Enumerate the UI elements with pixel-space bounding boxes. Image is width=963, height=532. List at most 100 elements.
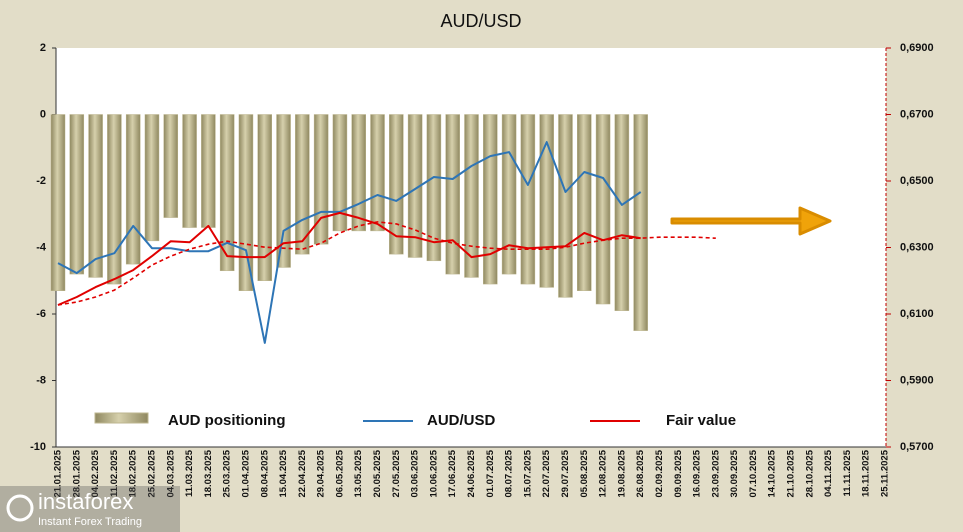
bar bbox=[633, 114, 648, 331]
bar bbox=[407, 114, 423, 258]
x-tick-label: 15.07.2025 bbox=[522, 449, 533, 497]
x-tick-label: 04.02.2025 bbox=[90, 449, 101, 497]
watermark-tagline: Instant Forex Trading bbox=[38, 516, 142, 528]
y-tick-label: -8 bbox=[36, 374, 46, 386]
bar bbox=[389, 114, 404, 255]
x-tick-label: 03.06.2025 bbox=[410, 449, 421, 497]
x-tick-label: 29.04.2025 bbox=[316, 449, 327, 497]
x-tick-label: 11.03.2025 bbox=[184, 449, 195, 497]
x-tick-label: 21.01.2025 bbox=[53, 449, 64, 497]
x-tick-label: 25.11.2025 bbox=[880, 449, 891, 497]
y-tick-label: -4 bbox=[36, 241, 47, 253]
x-tick-label: 28.01.2025 bbox=[71, 449, 82, 497]
y-tick-label: 0 bbox=[40, 108, 46, 120]
x-tick-label: 17.06.2025 bbox=[447, 449, 458, 497]
x-tick-label: 16.09.2025 bbox=[692, 449, 703, 497]
y2-tick-label: 0,6700 bbox=[900, 108, 934, 120]
bar bbox=[88, 114, 103, 278]
x-tick-label: 25.02.2025 bbox=[146, 449, 157, 497]
x-tick-label: 22.04.2025 bbox=[297, 449, 308, 497]
x-tick-label: 09.09.2025 bbox=[673, 449, 684, 497]
bar bbox=[201, 114, 216, 228]
watermark-brand: instaforex bbox=[38, 489, 133, 514]
legend-label: Fair value bbox=[666, 412, 736, 429]
bar bbox=[426, 114, 442, 262]
x-tick-label: 12.08.2025 bbox=[598, 449, 609, 497]
bar bbox=[539, 114, 554, 288]
bar bbox=[520, 114, 536, 285]
bar bbox=[276, 114, 291, 268]
bar bbox=[69, 114, 85, 275]
y2-tick-label: 0,5900 bbox=[900, 374, 934, 386]
x-tick-label: 13.05.2025 bbox=[353, 449, 364, 497]
x-tick-label: 08.04.2025 bbox=[259, 449, 270, 497]
y2-tick-label: 0,6300 bbox=[900, 241, 934, 253]
bar bbox=[182, 114, 197, 228]
watermark-bg bbox=[0, 486, 180, 532]
y2-tick-label: 0,6900 bbox=[900, 42, 934, 54]
x-tick-label: 18.03.2025 bbox=[203, 449, 214, 497]
bar bbox=[238, 114, 254, 291]
x-tick-label: 05.08.2025 bbox=[579, 449, 590, 497]
x-tick-label: 23.09.2025 bbox=[710, 449, 721, 497]
x-tick-label: 07.10.2025 bbox=[748, 449, 759, 497]
bar bbox=[501, 114, 517, 275]
x-tick-label: 15.04.2025 bbox=[278, 449, 289, 497]
x-tick-label: 11.02.2025 bbox=[109, 449, 120, 497]
x-tick-label: 18.11.2025 bbox=[861, 449, 872, 497]
x-tick-label: 22.07.2025 bbox=[541, 449, 552, 497]
bar bbox=[295, 114, 310, 255]
x-tick-label: 02.09.2025 bbox=[654, 449, 665, 497]
line bbox=[57, 211, 641, 306]
x-tick-label: 24.06.2025 bbox=[466, 449, 477, 497]
x-tick-label: 04.11.2025 bbox=[823, 449, 834, 497]
chart-title: AUD/USD bbox=[440, 11, 521, 31]
arrow bbox=[670, 206, 832, 236]
bar bbox=[257, 114, 272, 281]
x-tick-label: 20.05.2025 bbox=[372, 449, 383, 497]
bar bbox=[107, 114, 122, 285]
line bbox=[57, 141, 642, 344]
x-tick-label: 27.05.2025 bbox=[391, 449, 402, 497]
bar bbox=[595, 114, 611, 305]
bar bbox=[144, 114, 160, 242]
bar bbox=[50, 114, 66, 291]
x-tick-label: 08.07.2025 bbox=[504, 449, 515, 497]
bar bbox=[332, 114, 348, 232]
x-tick-label: 01.07.2025 bbox=[485, 449, 496, 497]
x-tick-label: 04.03.2025 bbox=[165, 449, 176, 497]
y2-tick-label: 0,6500 bbox=[900, 175, 934, 187]
x-tick-label: 06.05.2025 bbox=[334, 449, 345, 497]
y-tick-label: -10 bbox=[30, 441, 46, 453]
y2-tick-label: 0,6100 bbox=[900, 308, 934, 320]
trend-line bbox=[57, 221, 716, 306]
x-tick-label: 21.10.2025 bbox=[786, 449, 797, 497]
x-tick-label: 01.04.2025 bbox=[240, 449, 251, 497]
x-tick-label: 10.06.2025 bbox=[428, 449, 439, 497]
bar bbox=[219, 114, 235, 272]
bar bbox=[163, 114, 179, 218]
bar bbox=[577, 114, 592, 291]
bar bbox=[351, 114, 366, 232]
bar bbox=[445, 114, 460, 275]
bar bbox=[614, 114, 630, 311]
bar bbox=[464, 114, 479, 278]
x-tick-label: 25.03.2025 bbox=[222, 449, 233, 497]
bar bbox=[125, 114, 141, 265]
x-tick-label: 29.07.2025 bbox=[560, 449, 571, 497]
bar bbox=[370, 114, 385, 232]
legend-swatch bbox=[94, 412, 149, 424]
x-tick-label: 28.10.2025 bbox=[804, 449, 815, 497]
x-tick-label: 26.08.2025 bbox=[635, 449, 646, 497]
bar bbox=[558, 114, 573, 298]
y-tick-label: -2 bbox=[36, 175, 46, 187]
legend-label: AUD positioning bbox=[168, 412, 285, 429]
x-tick-label: 11.11.2025 bbox=[842, 449, 853, 496]
watermark-logo bbox=[6, 494, 34, 522]
y2-tick-label: 0,5700 bbox=[900, 441, 934, 453]
x-tick-label: 14.10.2025 bbox=[767, 449, 778, 497]
y-tick-label: 2 bbox=[40, 42, 46, 54]
y-tick-label: -6 bbox=[36, 308, 46, 320]
x-tick-label: 18.02.2025 bbox=[128, 449, 139, 497]
